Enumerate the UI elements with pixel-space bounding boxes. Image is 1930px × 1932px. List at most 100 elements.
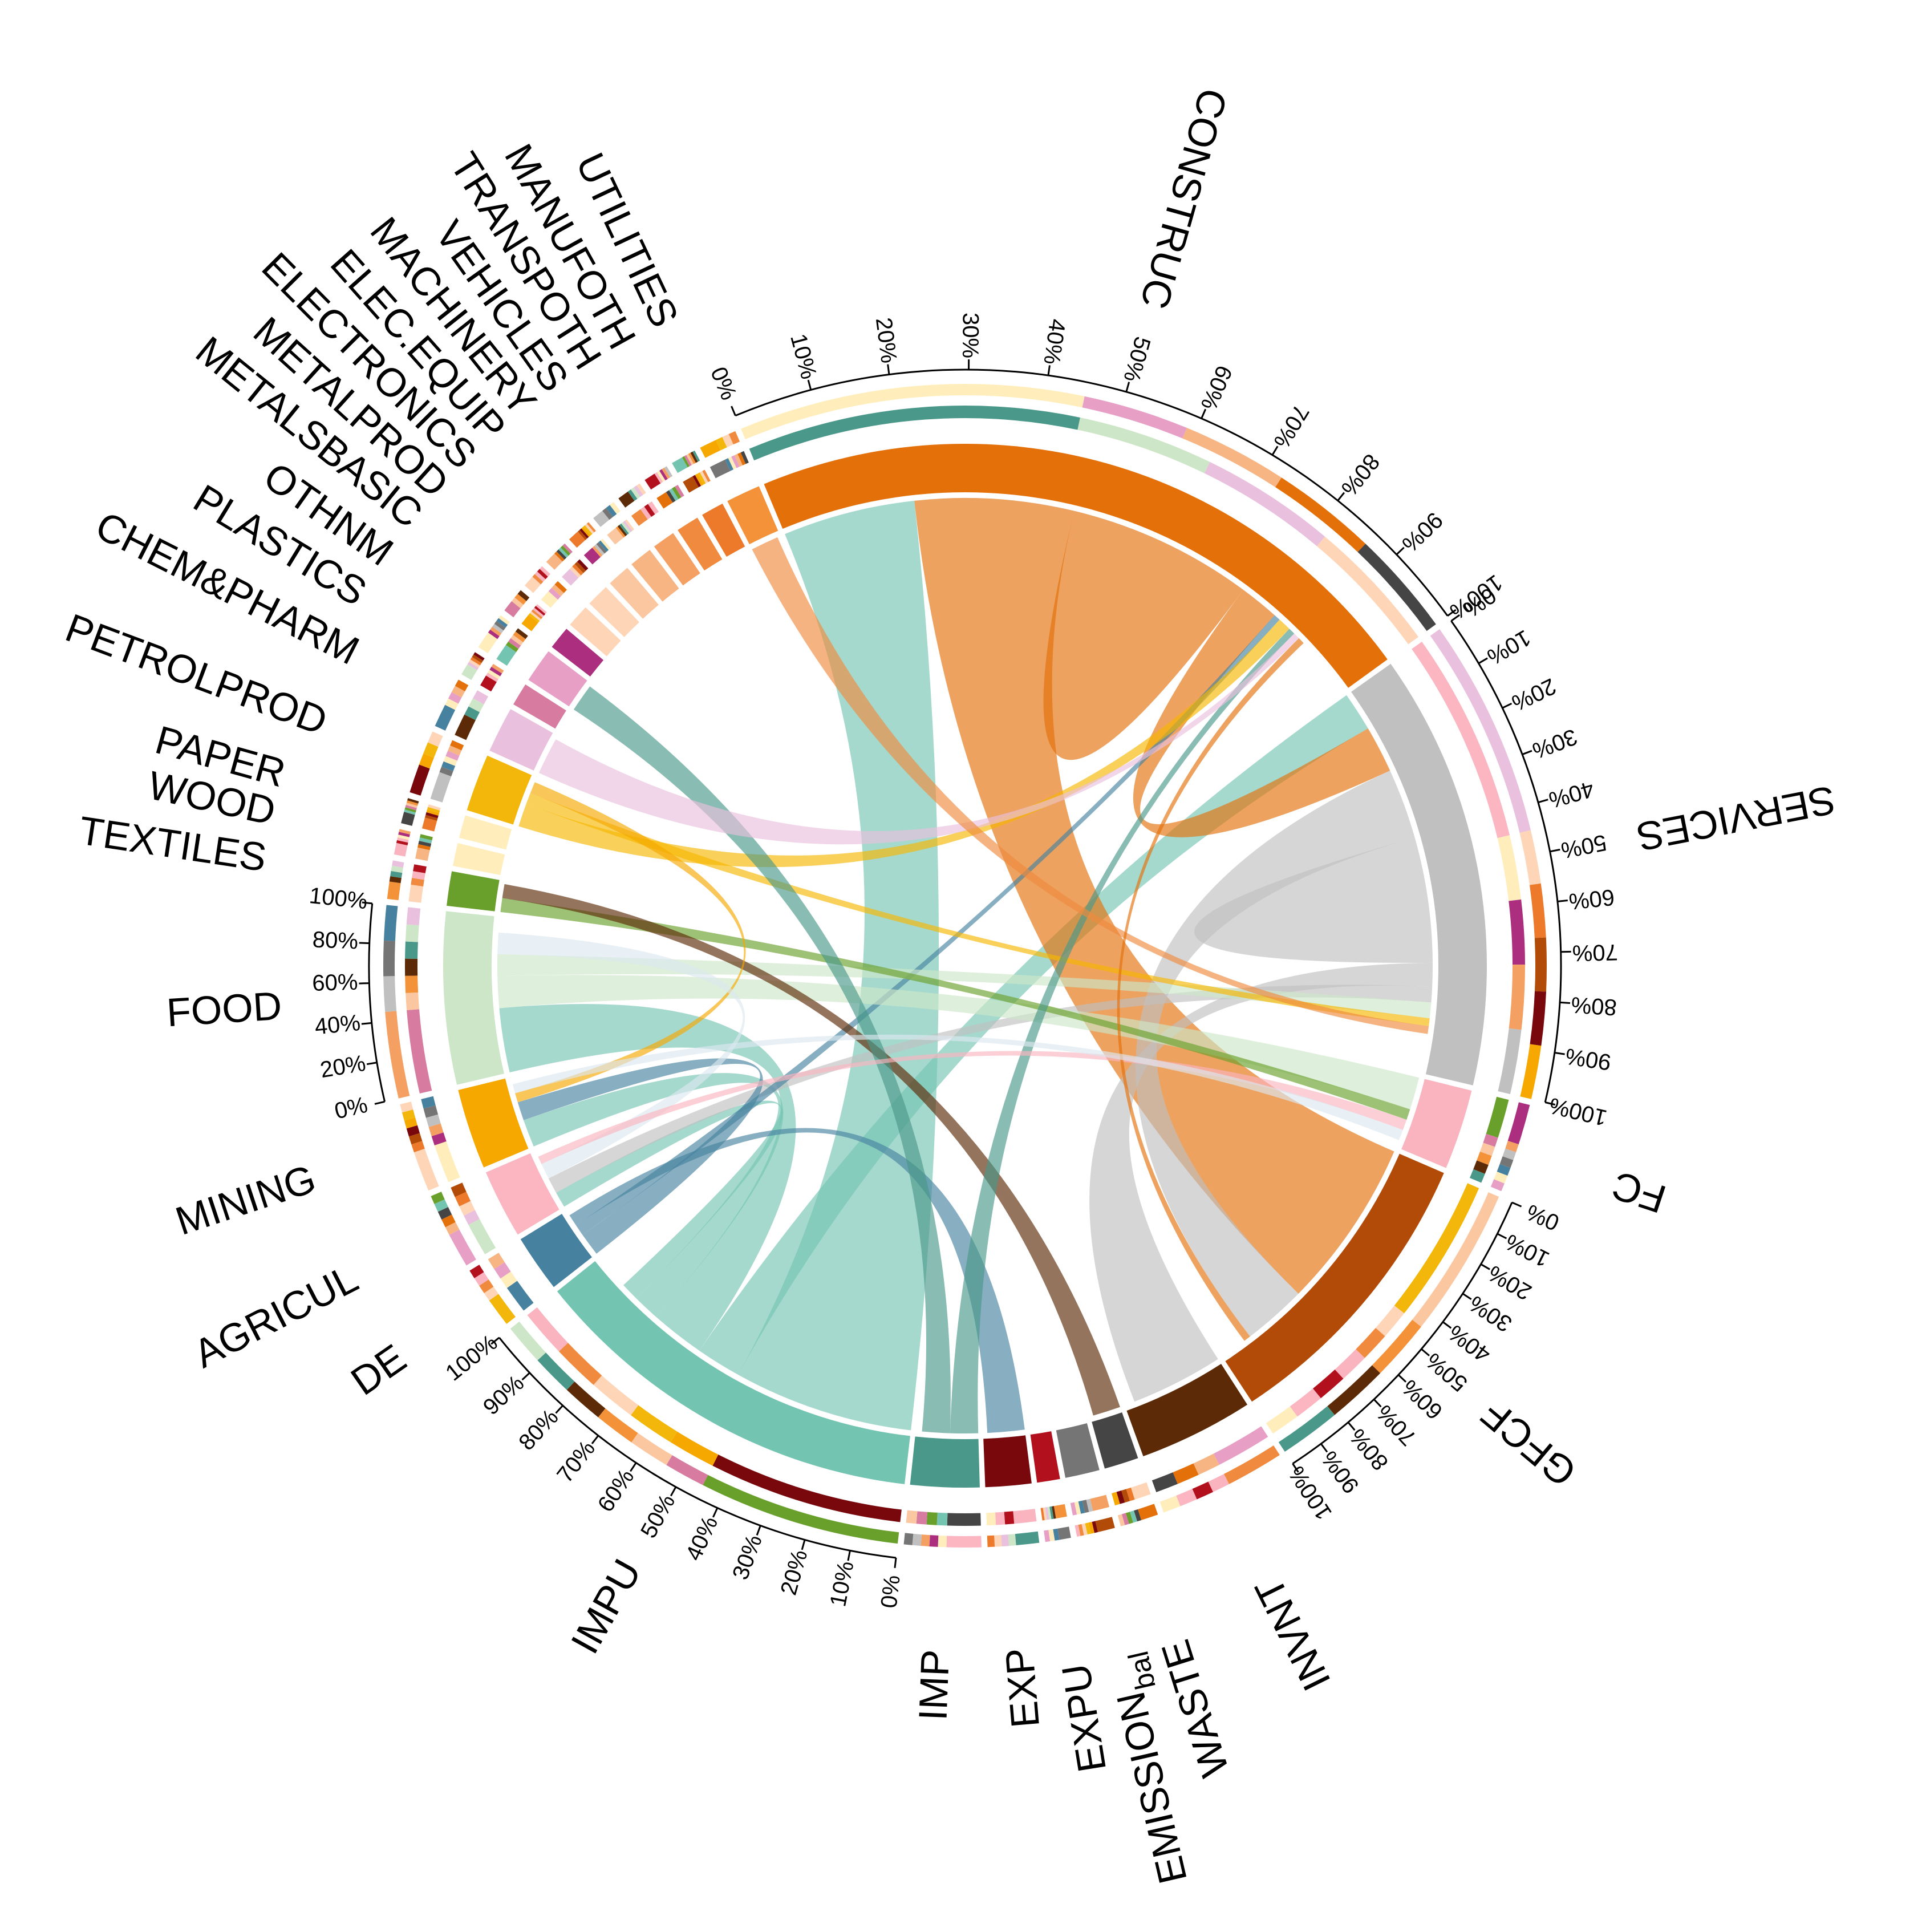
ring-segment-fc xyxy=(1497,1164,1511,1176)
ring-segment-utilities xyxy=(725,458,734,471)
scale-tick xyxy=(1271,445,1279,456)
sector-label-imp: IMP xyxy=(910,1649,958,1721)
ring-segment-paper xyxy=(404,809,416,815)
scale-label: 60% xyxy=(312,970,358,996)
ring-segment-vehicles xyxy=(648,501,659,515)
scale-tick xyxy=(374,1100,385,1105)
ring-segment-impu xyxy=(537,1352,575,1390)
ring-segment-electronics xyxy=(554,551,565,562)
ring-segment-impu xyxy=(558,1343,602,1385)
ring-segment-electronics xyxy=(574,561,586,573)
ring-segment-emission xyxy=(1078,1500,1085,1514)
sector-arc-agricul xyxy=(485,1153,559,1235)
ring-segment-utilities xyxy=(700,440,721,458)
ring-segment-paper xyxy=(428,804,441,811)
ring-segment-emission xyxy=(1095,1517,1115,1533)
ring-segment-emission xyxy=(1082,1500,1089,1513)
ring-segment-food xyxy=(383,940,395,977)
ring-segment-petrolprod xyxy=(428,731,443,747)
ribbon-impu-agricul xyxy=(556,1100,783,1298)
scale-tick xyxy=(712,1507,719,1518)
sector-arc-chem&pharm xyxy=(489,709,553,771)
ring-segment-manufoth xyxy=(690,451,698,463)
ring-segment-petrolprod xyxy=(430,772,452,803)
ring-segment-transpoth xyxy=(664,466,673,478)
ring-segment-othnm xyxy=(505,641,519,653)
ring-segment-othnm xyxy=(498,615,510,625)
scale-tick xyxy=(1447,609,1457,617)
ring-segment-exp xyxy=(1013,1509,1037,1524)
ring-segment-construc xyxy=(1204,461,1325,546)
ring-segment-wood xyxy=(398,835,409,840)
sector-arc-impu xyxy=(557,1261,910,1484)
ring-segment-petrolprod xyxy=(419,753,434,769)
sector-arc-electronics xyxy=(589,587,639,637)
scale-label: 100% xyxy=(441,1330,502,1386)
ring-segment-expu xyxy=(1045,1507,1049,1520)
ring-segment-metalprod xyxy=(548,588,561,600)
scale-label: 20% xyxy=(1484,1260,1536,1305)
scale-label: 0% xyxy=(332,1092,370,1124)
ring-segment-paper xyxy=(425,812,439,819)
sector-arc-paper xyxy=(459,815,512,850)
ring-segment-mining xyxy=(411,1141,425,1153)
scale-label: 20% xyxy=(871,316,902,364)
ring-segment-de xyxy=(500,1271,517,1288)
ring-segment-transpoth xyxy=(666,490,676,503)
ring-segment-imp xyxy=(938,1535,947,1548)
ring-segment-de xyxy=(469,1265,484,1278)
ring-segment-chem&pharm xyxy=(464,706,480,720)
scale-tick xyxy=(1462,1293,1472,1301)
scale-tick xyxy=(887,364,890,375)
scale-tick xyxy=(1522,750,1532,755)
ring-segment-vehicles xyxy=(618,491,635,508)
ring-segment-fc xyxy=(1483,1133,1498,1147)
ring-segment-chem&pharm xyxy=(473,690,489,704)
ring-segment-textiles xyxy=(389,876,402,884)
ring-segment-manufoth xyxy=(682,456,690,468)
ring-segment-manufoth xyxy=(702,469,711,483)
ring-segment-food xyxy=(406,992,420,1010)
ring-segment-plastics xyxy=(491,663,504,674)
ring-segment-electronics xyxy=(560,545,571,556)
ring-segment-machinery xyxy=(621,522,631,534)
scale-tick xyxy=(1550,848,1560,853)
scale-tick xyxy=(801,1540,806,1550)
ring-segment-fc xyxy=(1507,1102,1530,1145)
ring-segment-transpoth xyxy=(656,471,666,482)
ring-segment-manufoth xyxy=(672,457,688,473)
ring-segment-impu xyxy=(670,1431,719,1466)
scale-tick xyxy=(731,406,736,416)
ring-segment-machinery xyxy=(602,508,613,520)
ring-segment-expu xyxy=(1044,1530,1051,1542)
sector-arc-fc xyxy=(1401,1079,1472,1168)
ring-segment-paper xyxy=(426,809,440,816)
ring-segment-vehicles xyxy=(634,485,643,497)
ring-segment-machinery xyxy=(606,505,617,517)
sector-arc-imp xyxy=(910,1436,980,1488)
ring-segment-chem&pharm xyxy=(451,686,465,698)
ring-segment-transpoth xyxy=(656,492,673,509)
ring-segment-de xyxy=(494,1262,511,1279)
ring-segment-fc xyxy=(1477,1151,1492,1165)
scale-tick xyxy=(1557,899,1568,902)
sector-label-gfcf: GFCF xyxy=(1473,1391,1584,1495)
ring-segment-transpoth xyxy=(672,487,682,499)
ring-segment-wood xyxy=(399,829,411,835)
ring-segment-paper xyxy=(421,817,437,832)
ring-segment-vehicles xyxy=(640,507,652,520)
scale-label: 0% xyxy=(876,1574,905,1610)
scale-axis-services xyxy=(1450,620,1562,1103)
ribbon-services-gfcf xyxy=(1136,771,1415,1337)
scale-label: 40% xyxy=(314,1010,362,1039)
ring-segment-electronics xyxy=(556,549,567,560)
scale-label: 60% xyxy=(1568,884,1616,914)
ring-segment-fc xyxy=(1499,1156,1514,1168)
ring-segment-waste xyxy=(1138,1504,1158,1521)
ring-segment-electronics xyxy=(569,566,581,578)
scale-label: 10% xyxy=(785,331,821,382)
sector-arc-emission xyxy=(1056,1423,1100,1478)
sector-arc-de xyxy=(520,1213,592,1287)
ring-segment-imp xyxy=(929,1535,939,1547)
